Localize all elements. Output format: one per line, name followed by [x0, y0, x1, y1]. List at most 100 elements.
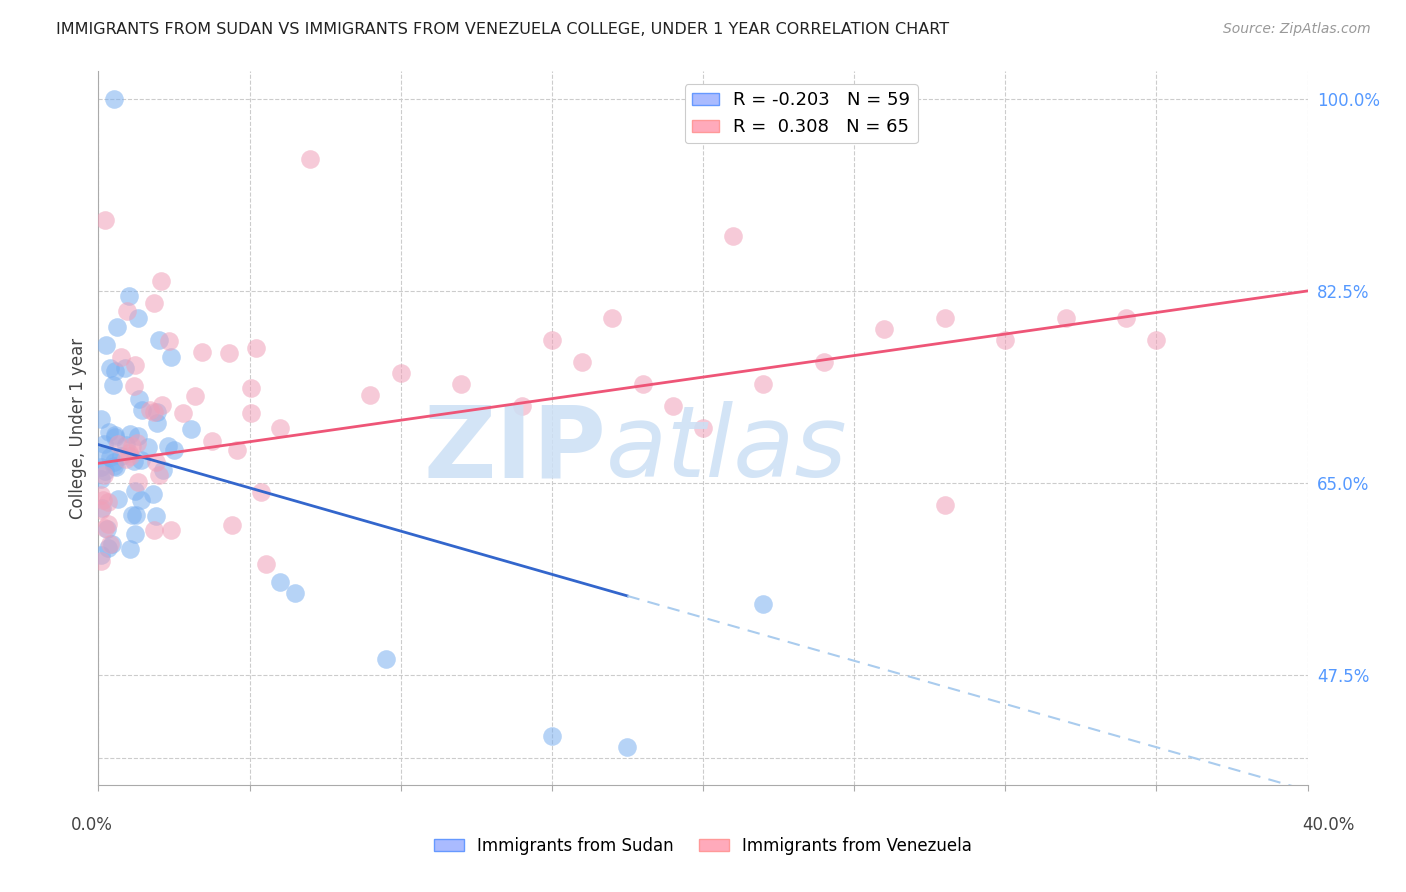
Point [1144, 334, 1167, 348]
Point [180, 422, 202, 436]
Point [90, 412, 112, 426]
Point [299, 152, 322, 166]
Point [149, 275, 172, 289]
Point [110, 350, 132, 364]
Point [145, 455, 167, 469]
Y-axis label: College, Under 1 year: College, Under 1 year [69, 337, 87, 519]
Point [94, 464, 117, 478]
Point [284, 586, 307, 600]
Point [994, 334, 1017, 348]
Point [124, 526, 146, 541]
Point [115, 437, 138, 451]
Point [103, 458, 125, 473]
Point [360, 388, 382, 402]
Point [103, 455, 125, 469]
Point [98, 425, 121, 439]
Point [142, 405, 165, 419]
Point [131, 402, 153, 417]
Point [127, 475, 149, 490]
Point [142, 487, 165, 501]
Point [93, 468, 115, 483]
Legend: R = -0.203   N = 59, R =  0.308   N = 65: R = -0.203 N = 59, R = 0.308 N = 65 [685, 84, 918, 144]
Point [90, 554, 112, 568]
Point [107, 491, 129, 506]
Point [148, 334, 170, 348]
Point [93, 437, 115, 451]
Point [145, 508, 167, 523]
Point [1115, 311, 1137, 326]
Point [934, 311, 956, 326]
Point [245, 341, 267, 355]
Point [723, 229, 745, 244]
Point [98, 360, 121, 375]
Point [101, 537, 124, 551]
Point [107, 437, 129, 451]
Point [104, 430, 127, 444]
Point [121, 439, 143, 453]
Point [98, 450, 121, 465]
Point [934, 498, 956, 512]
Point [104, 428, 127, 442]
Point [163, 443, 186, 458]
Legend: Immigrants from Sudan, Immigrants from Venezuela: Immigrants from Sudan, Immigrants from V… [427, 830, 979, 862]
Point [114, 360, 136, 375]
Point [752, 597, 775, 611]
Point [184, 389, 207, 403]
Point [118, 449, 141, 463]
Point [1054, 311, 1077, 326]
Point [510, 399, 533, 413]
Text: 0.0%: 0.0% [70, 816, 112, 834]
Point [118, 542, 141, 557]
Point [692, 421, 714, 435]
Point [136, 440, 159, 454]
Text: Source: ZipAtlas.com: Source: ZipAtlas.com [1223, 22, 1371, 37]
Point [218, 346, 240, 360]
Point [190, 344, 212, 359]
Point [661, 399, 683, 413]
Point [374, 651, 396, 665]
Point [269, 574, 291, 589]
Point [115, 303, 138, 318]
Point [97, 517, 120, 532]
Point [129, 453, 152, 467]
Point [160, 350, 183, 364]
Point [226, 442, 249, 457]
Point [97, 495, 120, 509]
Point [122, 453, 145, 467]
Point [148, 468, 170, 483]
Point [127, 311, 149, 326]
Text: 40.0%: 40.0% [1302, 816, 1355, 834]
Point [90, 460, 112, 475]
Point [254, 557, 277, 571]
Point [121, 508, 143, 522]
Point [120, 427, 142, 442]
Point [101, 377, 124, 392]
Point [105, 459, 128, 474]
Point [146, 405, 169, 419]
Point [150, 398, 173, 412]
Point [118, 446, 141, 460]
Point [93, 493, 115, 508]
Point [98, 537, 121, 551]
Text: atlas: atlas [606, 401, 848, 498]
Point [239, 380, 262, 394]
Point [873, 322, 896, 336]
Point [90, 548, 112, 562]
Point [540, 729, 562, 743]
Point [94, 212, 117, 227]
Point [94, 338, 117, 352]
Point [90, 503, 112, 517]
Point [813, 355, 835, 369]
Point [115, 451, 138, 466]
Point [124, 359, 146, 373]
Point [389, 366, 412, 380]
Point [269, 421, 291, 435]
Point [127, 436, 149, 450]
Point [96, 541, 118, 555]
Point [616, 739, 638, 754]
Point [94, 521, 117, 535]
Point [129, 492, 152, 507]
Point [103, 92, 125, 106]
Point [96, 522, 118, 536]
Point [125, 508, 148, 523]
